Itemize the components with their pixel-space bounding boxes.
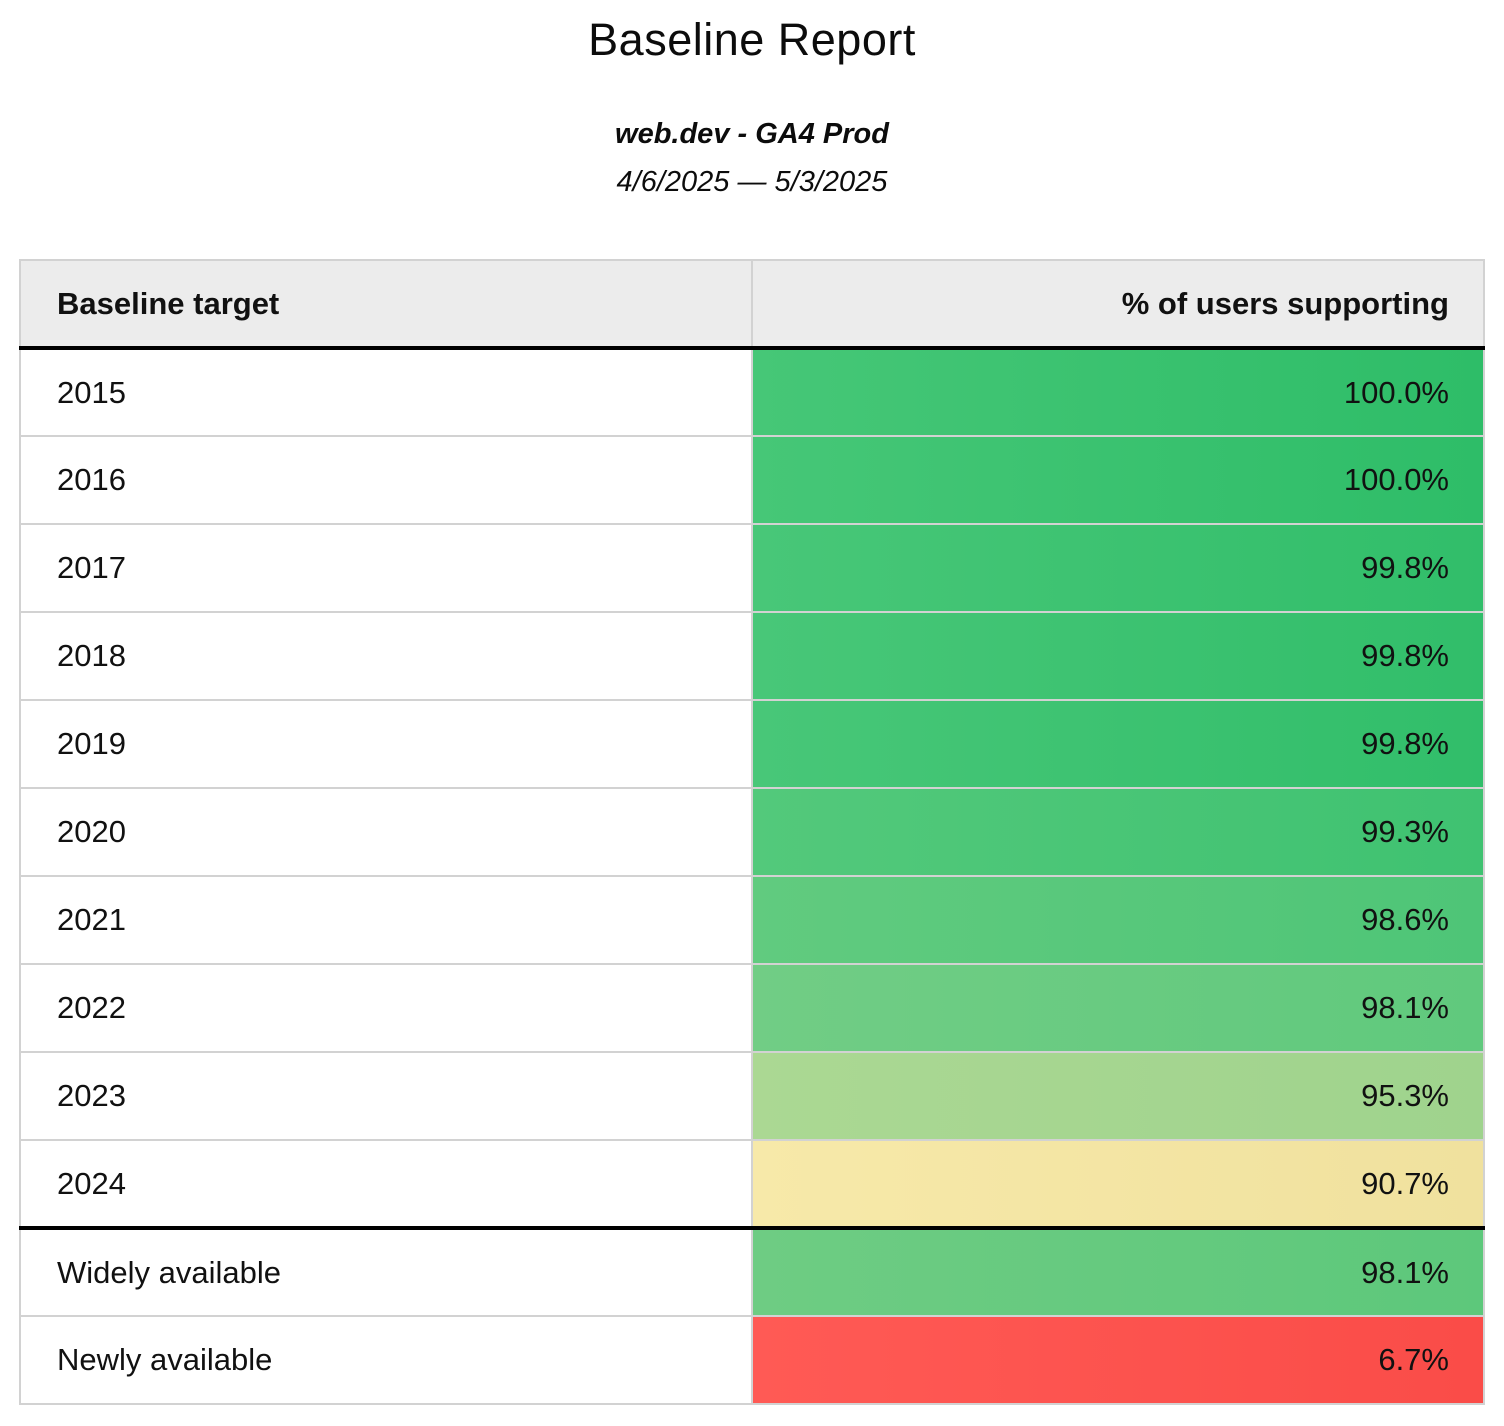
report-header: Baseline Report web.dev - GA4 Prod 4/6/2… (0, 0, 1504, 199)
table-header-row: Baseline target % of users supporting (19, 259, 1485, 350)
target-label: 2018 (19, 611, 753, 701)
target-label: 2020 (19, 787, 753, 877)
table-row: 2019 99.8% (19, 699, 1485, 789)
baseline-table: Baseline target % of users supporting 20… (19, 259, 1485, 1405)
column-header-percent-supporting: % of users supporting (751, 259, 1485, 350)
target-label: 2023 (19, 1051, 753, 1141)
value-cell: 98.6% (751, 875, 1485, 965)
target-label: 2024 (19, 1139, 753, 1230)
value-cell: 99.8% (751, 523, 1485, 613)
table-row: 2015 100.0% (19, 347, 1485, 437)
target-label: 2016 (19, 435, 753, 525)
value-cell: 100.0% (751, 435, 1485, 525)
column-header-baseline-target: Baseline target (19, 259, 753, 350)
table-row: 2017 99.8% (19, 523, 1485, 613)
report-subtitle: web.dev - GA4 Prod (615, 118, 889, 150)
table-row: 2022 98.1% (19, 963, 1485, 1053)
table-row: Newly available 6.7% (19, 1315, 1485, 1405)
target-label: 2017 (19, 523, 753, 613)
value-cell: 6.7% (751, 1315, 1485, 1405)
table-row: Widely available 98.1% (19, 1227, 1485, 1317)
target-label: 2015 (19, 347, 753, 437)
value-cell: 99.8% (751, 699, 1485, 789)
table-row: 2023 95.3% (19, 1051, 1485, 1141)
table-row: 2016 100.0% (19, 435, 1485, 525)
page-title: Baseline Report (588, 14, 916, 65)
value-cell: 98.1% (751, 963, 1485, 1053)
table-row: 2018 99.8% (19, 611, 1485, 701)
target-label: 2021 (19, 875, 753, 965)
report-date-range: 4/6/2025 — 5/3/2025 (616, 166, 888, 198)
value-cell: 90.7% (751, 1139, 1485, 1230)
value-cell: 100.0% (751, 347, 1485, 437)
table-row: 2024 90.7% (19, 1139, 1485, 1230)
value-cell: 98.1% (751, 1227, 1485, 1317)
value-cell: 99.3% (751, 787, 1485, 877)
target-label: Newly available (19, 1315, 753, 1405)
target-label: Widely available (19, 1227, 753, 1317)
value-cell: 99.8% (751, 611, 1485, 701)
table-row: 2020 99.3% (19, 787, 1485, 877)
target-label: 2019 (19, 699, 753, 789)
value-cell: 95.3% (751, 1051, 1485, 1141)
target-label: 2022 (19, 963, 753, 1053)
table-row: 2021 98.6% (19, 875, 1485, 965)
